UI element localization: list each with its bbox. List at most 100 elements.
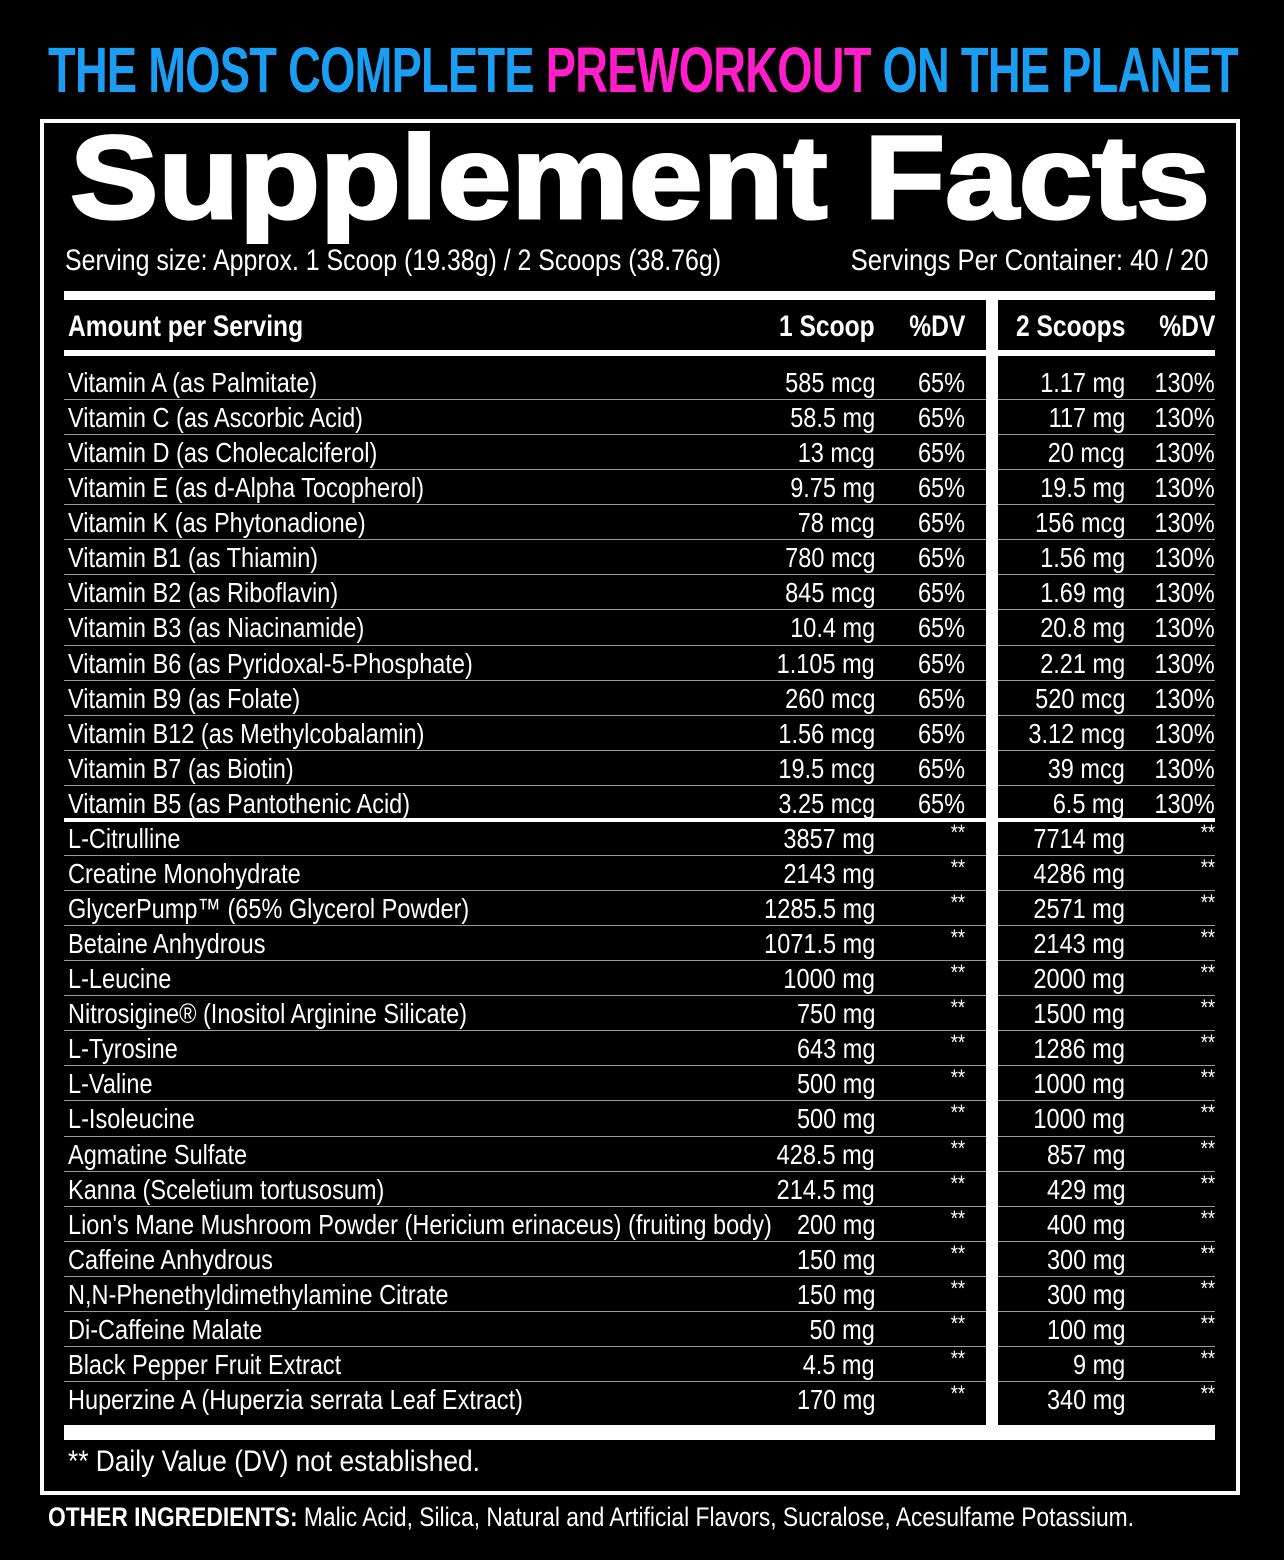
amount: 2143 mg bbox=[1033, 928, 1125, 960]
footnote: ** Daily Value (DV) not established. bbox=[68, 1445, 480, 1478]
amount: 2143 mg bbox=[783, 857, 875, 889]
row-rule bbox=[64, 854, 986, 856]
row-rule bbox=[64, 644, 986, 646]
nutrient-name: Vitamin K (as Phytonadione) bbox=[68, 507, 366, 539]
row-rule bbox=[998, 644, 1215, 646]
amount: 857 mg bbox=[1046, 1138, 1125, 1170]
amount: 150 mg bbox=[796, 1243, 875, 1275]
servings-per-container: Servings Per Container: 40 / 20 bbox=[851, 244, 1209, 277]
nutrient-name: N,N-Phenethyldimethylamine Citrate bbox=[68, 1278, 449, 1310]
daily-value: ** bbox=[1200, 1065, 1215, 1091]
nutrient-name: Vitamin B6 (as Pyridoxal-5-Phosphate) bbox=[68, 647, 473, 679]
amount: 50 mg bbox=[809, 1313, 875, 1345]
row-rule bbox=[998, 1030, 1215, 1032]
daily-value: ** bbox=[950, 819, 965, 845]
daily-value: ** bbox=[1200, 1205, 1215, 1231]
daily-value: ** bbox=[950, 1100, 965, 1126]
daily-value: 65% bbox=[917, 437, 965, 469]
row-rule bbox=[998, 1205, 1215, 1207]
row-rule bbox=[64, 609, 986, 611]
nutrient-name: Creatine Monohydrate bbox=[68, 857, 301, 889]
row-rule bbox=[998, 1065, 1215, 1067]
row-rule bbox=[64, 469, 986, 471]
daily-value: 65% bbox=[917, 787, 965, 819]
amount: 1.69 mg bbox=[1040, 577, 1125, 609]
row-rule bbox=[998, 574, 1215, 576]
daily-value: ** bbox=[1200, 1170, 1215, 1196]
amount: 117 mg bbox=[1048, 402, 1125, 434]
other-ingredients-text: Malic Acid, Silica, Natural and Artifici… bbox=[303, 1502, 1134, 1532]
amount: 58.5 mg bbox=[790, 402, 875, 434]
amount: 845 mcg bbox=[784, 577, 875, 609]
amount: 4.5 mg bbox=[803, 1348, 875, 1380]
nutrient-name: Vitamin B1 (as Thiamin) bbox=[68, 542, 319, 574]
row-rule bbox=[64, 960, 986, 962]
daily-value: ** bbox=[950, 1135, 965, 1161]
row-rule bbox=[64, 434, 986, 436]
row-rule bbox=[64, 1240, 986, 1242]
column-header: Amount per Serving bbox=[68, 310, 304, 343]
row-rule bbox=[64, 574, 986, 576]
nutrient-name: Vitamin E (as d-Alpha Tocopherol) bbox=[68, 472, 425, 504]
amount: 3.25 mcg bbox=[778, 787, 875, 819]
nutrient-name: Vitamin B3 (as Niacinamide) bbox=[68, 612, 365, 644]
row-rule bbox=[998, 714, 1215, 716]
row-rule bbox=[64, 714, 986, 716]
column-header: 2 Scoops bbox=[1015, 310, 1125, 343]
row-rule bbox=[998, 960, 1215, 962]
daily-value: ** bbox=[1200, 854, 1215, 880]
nutrient-name: Vitamin B12 (as Methylcobalamin) bbox=[68, 717, 425, 749]
nutrient-name: Vitamin B5 (as Pantothenic Acid) bbox=[68, 787, 411, 819]
row-rule bbox=[998, 749, 1215, 751]
daily-value: 130% bbox=[1154, 437, 1215, 469]
row-rule bbox=[64, 1205, 986, 1207]
daily-value: ** bbox=[950, 925, 965, 951]
amount: 4286 mg bbox=[1033, 857, 1125, 889]
column-header: 1 Scoop bbox=[779, 310, 875, 343]
amount: 6.5 mg bbox=[1053, 787, 1125, 819]
amount: 214.5 mg bbox=[776, 1173, 875, 1205]
amount: 1000 mg bbox=[1033, 1103, 1125, 1135]
serving-size: Serving size: Approx. 1 Scoop (19.38g) /… bbox=[65, 244, 721, 277]
amount: 500 mg bbox=[796, 1068, 875, 1100]
row-rule bbox=[64, 1030, 986, 1032]
daily-value: ** bbox=[950, 1345, 965, 1371]
amount: 9.75 mg bbox=[790, 472, 875, 504]
amount: 10.4 mg bbox=[790, 612, 875, 644]
nutrient-name: Vitamin C (as Ascorbic Acid) bbox=[68, 402, 363, 434]
amount: 1500 mg bbox=[1033, 998, 1125, 1030]
daily-value: 65% bbox=[917, 402, 965, 434]
amount: 643 mg bbox=[796, 1033, 875, 1065]
amount: 428.5 mg bbox=[776, 1138, 875, 1170]
nutrient-name: Vitamin B9 (as Folate) bbox=[68, 682, 301, 714]
row-rule bbox=[64, 539, 986, 541]
row-rule bbox=[998, 784, 1215, 786]
daily-value: ** bbox=[950, 1030, 965, 1056]
row-rule bbox=[64, 749, 986, 751]
daily-value: ** bbox=[950, 1240, 965, 1266]
amount: 780 mcg bbox=[784, 542, 875, 574]
nutrient-name: Vitamin B7 (as Biotin) bbox=[68, 752, 294, 784]
amount: 9 mg bbox=[1072, 1348, 1125, 1380]
row-rule bbox=[64, 1065, 986, 1067]
amount: 19.5 mcg bbox=[778, 752, 875, 784]
row-rule bbox=[998, 539, 1215, 541]
amount: 429 mg bbox=[1046, 1173, 1125, 1205]
amount: 13 mcg bbox=[797, 437, 875, 469]
nutrient-name: Di-Caffeine Malate bbox=[68, 1313, 263, 1345]
amount: 1285.5 mg bbox=[763, 893, 875, 925]
daily-value: ** bbox=[950, 1275, 965, 1301]
amount: 156 mcg bbox=[1034, 507, 1125, 539]
row-rule bbox=[998, 1275, 1215, 1277]
amount: 1.17 mg bbox=[1040, 367, 1125, 398]
headline-part: PREWORKOUT bbox=[545, 34, 872, 106]
daily-value: ** bbox=[950, 1310, 965, 1336]
daily-value: 130% bbox=[1154, 787, 1215, 819]
daily-value: ** bbox=[950, 960, 965, 986]
nutrient-name: Lion's Mane Mushroom Powder (Hericium er… bbox=[68, 1208, 772, 1240]
amount: 19.5 mg bbox=[1040, 472, 1125, 504]
amount: 2.21 mg bbox=[1040, 647, 1125, 679]
amount: 1286 mg bbox=[1033, 1033, 1125, 1065]
row-rule bbox=[64, 1275, 986, 1277]
